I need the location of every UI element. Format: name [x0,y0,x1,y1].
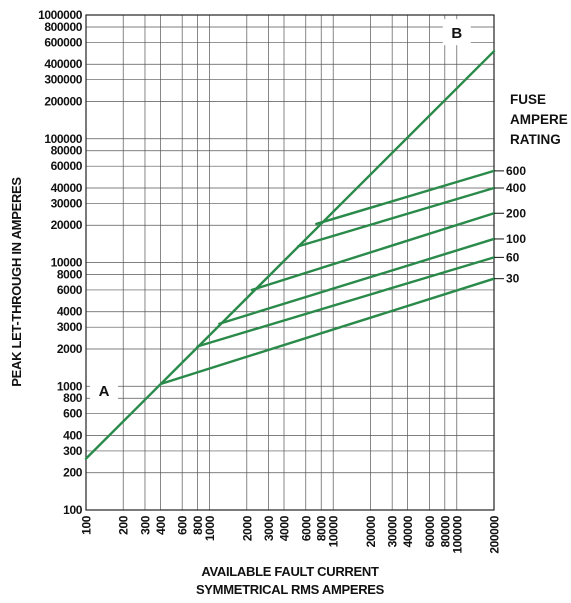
label-background [442,19,471,46]
x-tick-label: 10000 [327,515,341,547]
x-axis-title-line2: SYMMETRICAL RMS AMPERES [196,582,385,597]
series-line-100 [218,237,496,325]
series-line-200 [250,212,496,292]
x-tick-label: 400 [154,515,168,535]
x-tick-label: 300 [138,515,152,535]
y-tick-label: 8000 [57,267,83,281]
legend-title-line2: AMPERE [510,112,568,127]
y-tick-label: 600 [63,407,83,421]
x-tick-label: 200000 [488,515,502,553]
x-tick-label: 2000 [240,515,254,541]
label-background [90,376,119,403]
rating-label-400: 400 [506,181,526,195]
corner-label-a: A [99,383,110,400]
chart-grid [85,14,495,511]
y-tick-label: 40000 [51,181,83,195]
y-tick-label: 100 [63,503,83,517]
corner-label-b: B [451,25,462,42]
y-tick-label: 1000 [57,379,83,393]
rating-label-60: 60 [506,250,520,264]
y-tick-label: 1000000 [38,8,83,22]
y-tick-label: 100000 [44,132,82,146]
rating-label-100: 100 [506,232,526,246]
x-axis-title-line1: AVAILABLE FAULT CURRENT [201,564,379,579]
y-tick-label: 200 [63,466,83,480]
x-tick-label: 100000 [450,515,464,553]
y-tick-label: 400 [63,428,83,442]
x-tick-label: 200 [117,515,131,535]
y-tick-label: 800000 [44,20,82,34]
y-tick-label: 6000 [57,283,83,297]
y-tick-label: 300 [63,444,83,458]
x-tick-label: 4000 [278,515,292,541]
x-tick-label: 1000 [203,515,217,541]
y-tick-label: 400000 [44,57,82,71]
rating-label-30: 30 [506,272,520,286]
series-line-30 [160,277,496,385]
x-tick-label: 800 [191,515,205,535]
series-line-a-b [84,49,496,460]
corner-labels: AB [90,19,471,403]
x-tick-label: 100 [80,515,94,535]
series-line-400 [296,186,496,248]
y-tick-label: 10000 [51,256,83,270]
y-tick-label: 300000 [44,73,82,87]
series-line-600 [315,169,496,226]
y-tick-label: 4000 [57,305,83,319]
x-tick-label: 600 [176,515,190,535]
y-tick-label: 80000 [51,144,83,158]
plot-frame [85,14,495,511]
x-tick-label: 40000 [401,515,415,547]
x-tick-label: 20000 [364,515,378,547]
y-tick-label: 600000 [44,35,82,49]
y-tick-label: 200000 [44,94,82,108]
y-tick-label: 20000 [51,218,83,232]
series-line-60 [196,256,496,348]
y-tick-label: 2000 [57,342,83,356]
series-layer [84,49,496,460]
x-tick-label: 6000 [299,515,313,541]
legend-title-line3: RATING [510,132,561,147]
x-tick-label: 3000 [262,515,276,541]
y-tick-label: 3000 [57,320,83,334]
x-tick-label: 60000 [423,515,437,547]
y-axis-title: PEAK LET-THROUGH IN AMPERES [9,177,24,387]
x-tick-label: 8000 [315,515,329,541]
legend-title-line1: FUSE [510,92,546,107]
rating-label-200: 200 [506,206,526,220]
x-tick-label: 30000 [386,515,400,547]
x-tick-label: 80000 [438,515,452,547]
y-tick-label: 60000 [51,159,83,173]
y-tick-label: 30000 [51,196,83,210]
y-tick-label: 800 [63,391,83,405]
rating-label-600: 600 [506,164,526,178]
fuse-rating-labels: 600 400 200 100 60 30 [494,164,526,286]
